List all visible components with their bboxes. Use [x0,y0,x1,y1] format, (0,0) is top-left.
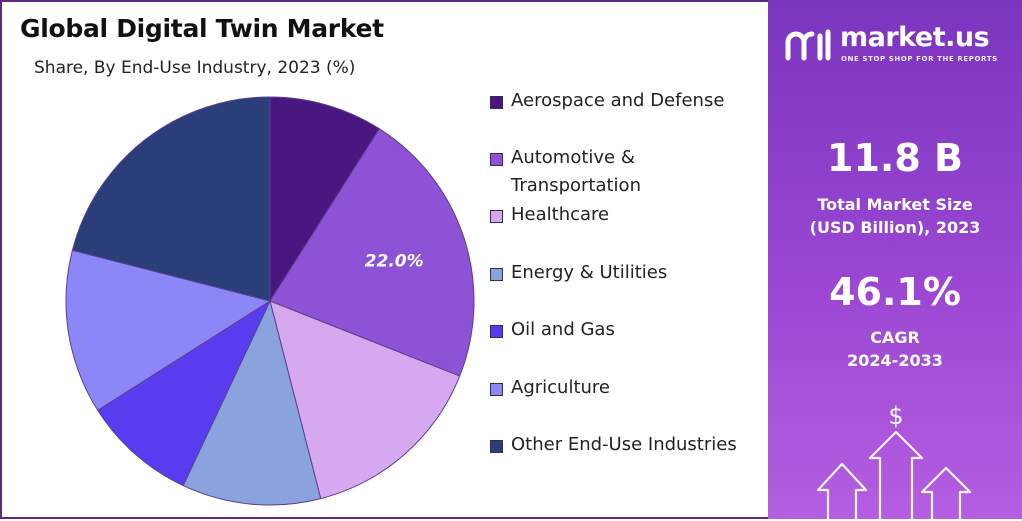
pie-slice-aerospace-and-defense [269,96,380,303]
brand-tagline: ONE STOP SHOP FOR THE REPORTS [841,55,998,63]
legend-swatch [490,325,503,338]
legend-label-line: Aerospace and Defense [511,90,725,111]
slice-label-automotive-and-transportation: 22.0% [365,252,424,272]
legend-label: Automotive & Transportation [511,144,761,200]
legend-label: Other End-Use Industries [511,431,761,459]
legend-swatch [490,210,503,223]
pie-slice-oil-and-gas [97,299,272,487]
legend-item: Other End-Use Industries [490,434,761,459]
legend-label: Oil and Gas [511,316,761,344]
market-us-logo-icon [785,29,831,61]
pie-chart: 22.0% [65,96,475,506]
legend-label: Agriculture [511,374,761,402]
legend-label-line: Automotive & [511,147,635,168]
chart-panel: Global Digital Twin Market Share, By End… [0,0,768,519]
pie-slice-healthcare [269,300,461,500]
chart-subtitle: Share, By End-Use Industry, 2023 (%) [34,58,356,78]
cagr-label-line-1: CAGR [870,328,920,347]
legend-label-line: Other End-Use Industries [511,434,737,455]
legend-label: Healthcare [511,201,761,229]
legend-swatch [490,440,503,453]
cagr-value: 46.1% [829,270,961,314]
market-size-label: Total Market Size (USD Billion), 2023 [768,193,1022,239]
market-size-value: 11.8 B [827,136,963,180]
legend-label-line: Energy & Utilities [511,262,668,283]
legend-item: Healthcare [490,204,761,229]
summary-panel: market.us ONE STOP SHOP FOR THE REPORTS … [768,0,1022,519]
legend-swatch [490,96,503,109]
cagr-label-line-2: 2024-2033 [847,351,943,370]
pie-slice-agriculture [65,249,272,411]
market-size-label-line-2: (USD Billion), 2023 [809,218,981,237]
legend-label: Energy & Utilities [511,259,761,287]
legend-label: Aerospace and Defense [511,87,761,115]
legend-item: Energy & Utilities [490,262,761,287]
legend-swatch [490,153,503,166]
legend-item: Oil and Gas [490,319,761,344]
legend-label-line: Transportation [511,175,641,196]
pie-slice-automotive-and-transportation [269,128,475,377]
legend-item: Agriculture [490,377,761,402]
legend-swatch [490,268,503,281]
legend-label-line: Healthcare [511,204,610,225]
cagr-label: CAGR 2024-2033 [768,326,1022,372]
chart-title: Global Digital Twin Market [20,14,384,43]
growth-arrows-icon: $ [816,402,972,519]
currency-symbol: $ [888,402,903,430]
legend-item: Aerospace and Defense [490,90,761,115]
pie-slice-other-end-use-industries [71,96,271,302]
legend-swatch [490,383,503,396]
legend-label-line: Oil and Gas [511,319,615,340]
left-arrow-icon [816,462,868,519]
center-arrow-icon [868,430,924,519]
brand-name: market.us [840,22,990,53]
market-size-label-line-1: Total Market Size [817,195,973,214]
pie-slice-energy-and-utilities [182,299,322,506]
right-arrow-icon [920,466,972,519]
legend-item: Automotive & Transportation [490,147,761,200]
legend-label-line: Agriculture [511,377,610,398]
